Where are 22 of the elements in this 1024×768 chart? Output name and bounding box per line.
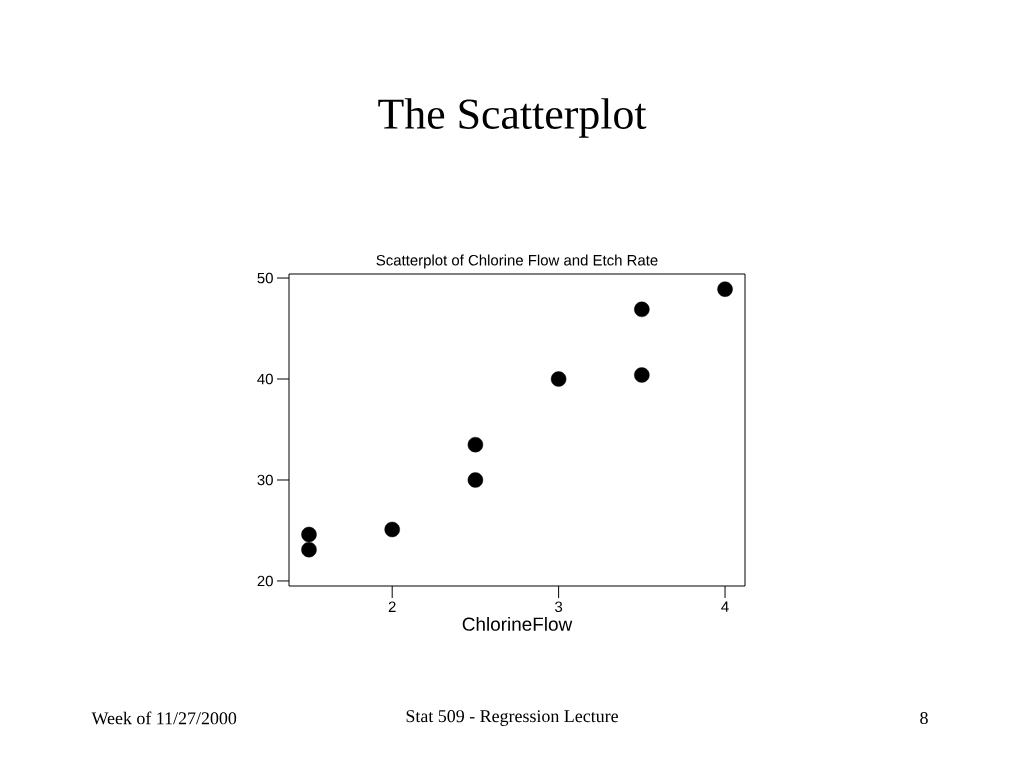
text: 8	[920, 711, 928, 725]
point	[634, 301, 650, 318]
chart-subtitle: Scatterplot of Chlorine Flow and Etch Rate	[376, 254, 658, 269]
x-tick-label: 2	[388, 601, 396, 612]
y-tick-label: 40	[257, 373, 273, 385]
point	[634, 367, 650, 383]
text: Week of 11/27/2000	[91, 711, 237, 725]
point	[717, 281, 733, 297]
point	[550, 371, 567, 387]
y-tick-label: 30	[257, 474, 273, 486]
x-tick-label: 3	[555, 601, 563, 613]
point	[467, 436, 484, 453]
y-tick-label: 20	[257, 575, 273, 587]
x-tick-label: 4	[721, 601, 729, 612]
y-tick-label: 50	[257, 272, 273, 284]
text: Stat 509 - Regression Lecture	[406, 710, 618, 726]
x-axis-title: ChlorineFlow	[462, 616, 573, 631]
point	[467, 472, 484, 488]
chart-title: The Scatterplot	[378, 98, 647, 138]
point	[301, 526, 317, 543]
point	[384, 521, 400, 538]
point	[301, 541, 317, 558]
